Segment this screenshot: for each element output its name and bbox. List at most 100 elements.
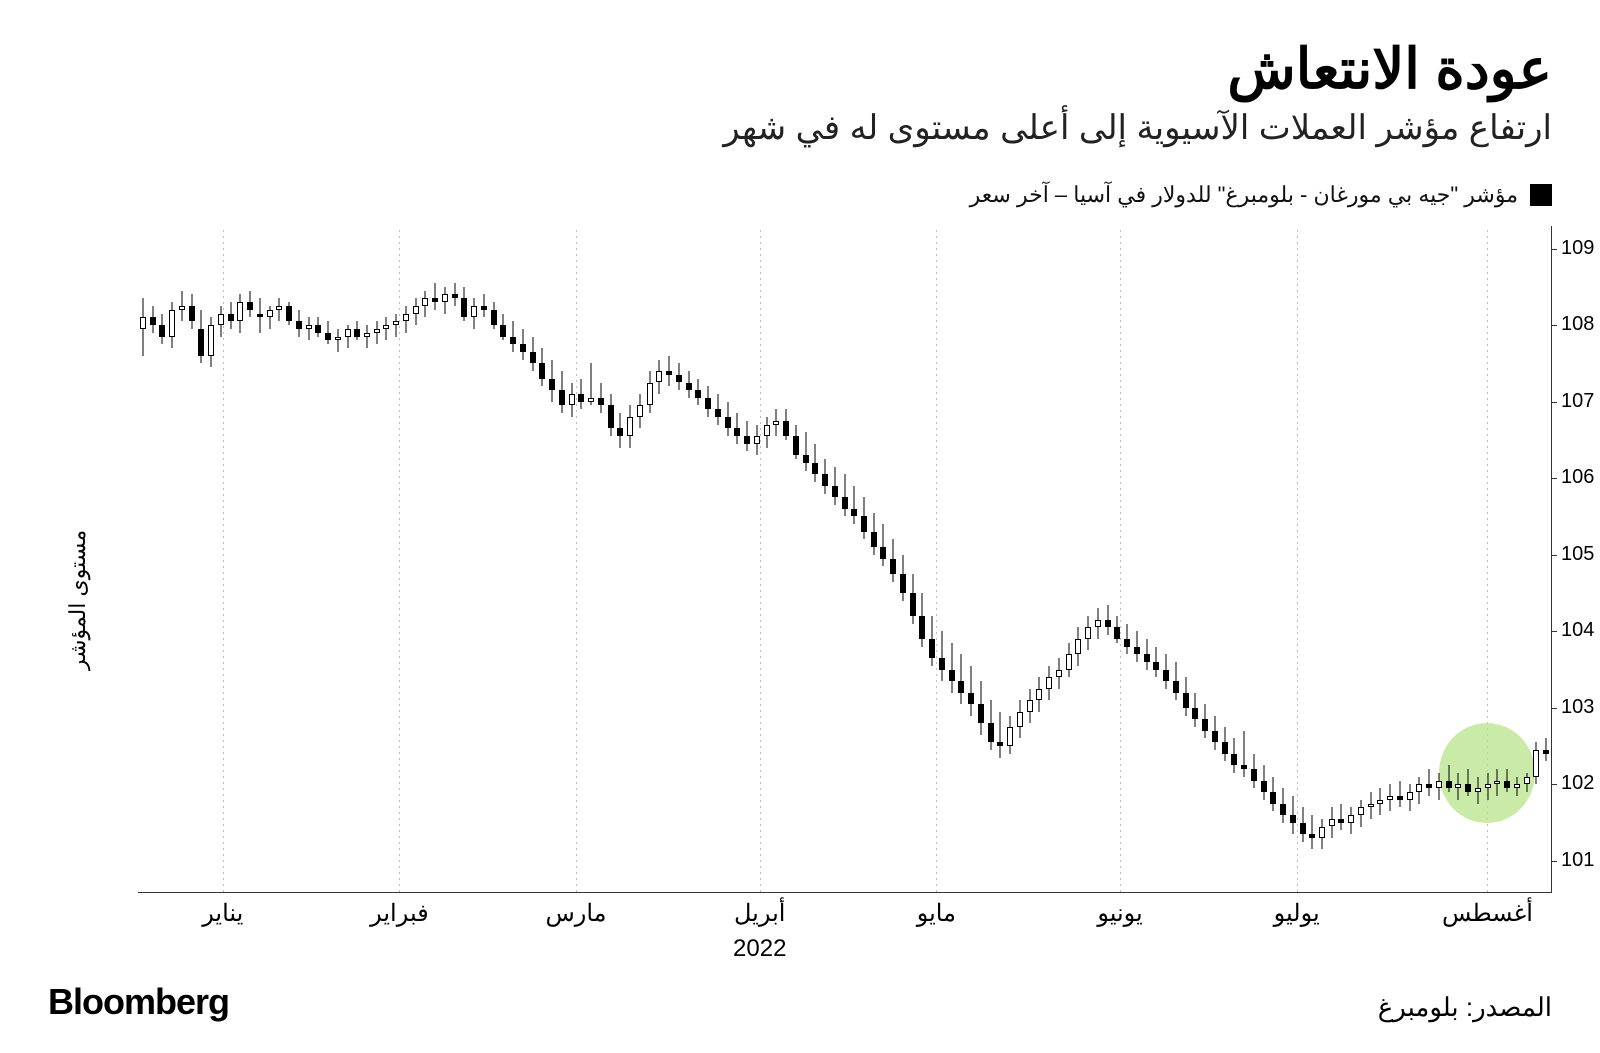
candle: [500, 314, 506, 341]
candle: [676, 363, 682, 390]
candle: [335, 329, 341, 352]
candle: [1066, 643, 1072, 677]
y-tick-label: 105: [1561, 543, 1594, 566]
candle: [1114, 616, 1120, 643]
candle: [832, 467, 838, 505]
candle: [1134, 631, 1140, 662]
candle: [910, 574, 916, 624]
candle: [374, 321, 380, 344]
candle: [471, 298, 477, 329]
candle: [1543, 738, 1549, 761]
candle: [1407, 784, 1413, 811]
candle: [793, 425, 799, 459]
legend-label: مؤشر "جيه بي مورغان - بلومبرغ" للدولار ف…: [970, 182, 1518, 208]
candle: [1436, 773, 1442, 800]
candle: [1416, 777, 1422, 804]
candle: [1533, 742, 1539, 784]
candle: [744, 421, 750, 452]
candle: [968, 666, 974, 716]
x-tick-label: مارس: [545, 899, 606, 928]
candle: [1319, 819, 1325, 850]
candle: [559, 371, 565, 413]
candle: [510, 321, 516, 352]
candle: [764, 417, 770, 448]
y-tick-label: 101: [1561, 849, 1594, 872]
candle: [364, 325, 370, 348]
candle: [1329, 807, 1335, 838]
candle: [1085, 616, 1091, 650]
candle: [1465, 769, 1471, 796]
candle: [169, 302, 175, 348]
x-tick-label: يوليو: [1274, 899, 1320, 928]
candle: [1494, 769, 1500, 796]
candle: [1192, 693, 1198, 727]
y-tick-label: 102: [1561, 772, 1594, 795]
candle: [306, 317, 312, 340]
y-axis: مستوى المؤشر: [48, 226, 138, 975]
candle: [1261, 765, 1267, 799]
candle: [978, 681, 984, 735]
candle: [354, 321, 360, 340]
candle: [861, 497, 867, 539]
candle: [276, 298, 282, 321]
y-tick-label: 104: [1561, 619, 1594, 642]
candle: [939, 631, 945, 681]
candle: [656, 360, 662, 394]
candle: [871, 513, 877, 555]
candle: [1075, 627, 1081, 665]
candle: [725, 402, 731, 436]
candle: [578, 379, 584, 410]
candle: [393, 314, 399, 337]
candle: [1027, 689, 1033, 723]
candle: [159, 314, 165, 345]
candle: [1475, 777, 1481, 804]
candle: [958, 654, 964, 704]
candle: [997, 712, 1003, 758]
chart-subtitle: ارتفاع مؤشر العملات الآسيوية إلى أعلى مس…: [48, 108, 1552, 148]
candle: [851, 486, 857, 524]
candle: [325, 321, 331, 344]
candle: [1056, 658, 1062, 689]
candle: [900, 555, 906, 601]
candle: [1455, 773, 1461, 800]
candle: [919, 593, 925, 647]
x-tick-label: أغسطس: [1442, 899, 1533, 928]
y-tick-label: 109: [1561, 237, 1594, 260]
candle: [1007, 716, 1013, 754]
candle: [617, 413, 623, 447]
candle: [218, 306, 224, 337]
candle: [481, 294, 487, 317]
candle: [1358, 800, 1364, 827]
candle: [1426, 769, 1432, 796]
brand-logo: Bloomberg: [48, 981, 229, 1023]
x-tick-label: أبريل: [734, 899, 785, 928]
candle: [1377, 788, 1383, 815]
legend: مؤشر "جيه بي مورغان - بلومبرغ" للدولار ف…: [48, 182, 1552, 208]
candle: [539, 348, 545, 386]
candle: [530, 337, 536, 371]
y-tick-label: 103: [1561, 696, 1594, 719]
x-tick-label: فبراير: [370, 899, 429, 928]
candle: [1514, 777, 1520, 796]
chart-area: مستوى المؤشر 101102103104105106107108109…: [48, 226, 1552, 975]
candle: [267, 306, 273, 329]
candle: [296, 310, 302, 337]
candle: [549, 360, 555, 402]
candle: [890, 539, 896, 581]
source-attribution: المصدر: بلومبرغ: [1378, 992, 1552, 1023]
candle: [257, 298, 263, 332]
plot-surface: 101102103104105106107108109: [138, 226, 1552, 893]
x-axis: ينايرفبرايرمارسأبريلمايويونيويوليوأغسطس2…: [138, 893, 1552, 975]
candle: [1368, 792, 1374, 819]
candle: [842, 474, 848, 516]
candle: [140, 298, 146, 355]
candle: [315, 317, 321, 336]
y-tick-label: 107: [1561, 390, 1594, 413]
candle: [734, 413, 740, 444]
candle: [569, 383, 575, 417]
candle: [1251, 754, 1257, 788]
candle: [432, 283, 438, 310]
candle: [520, 329, 526, 360]
candle: [1202, 704, 1208, 738]
y-axis-label: مستوى المؤشر: [65, 530, 91, 670]
